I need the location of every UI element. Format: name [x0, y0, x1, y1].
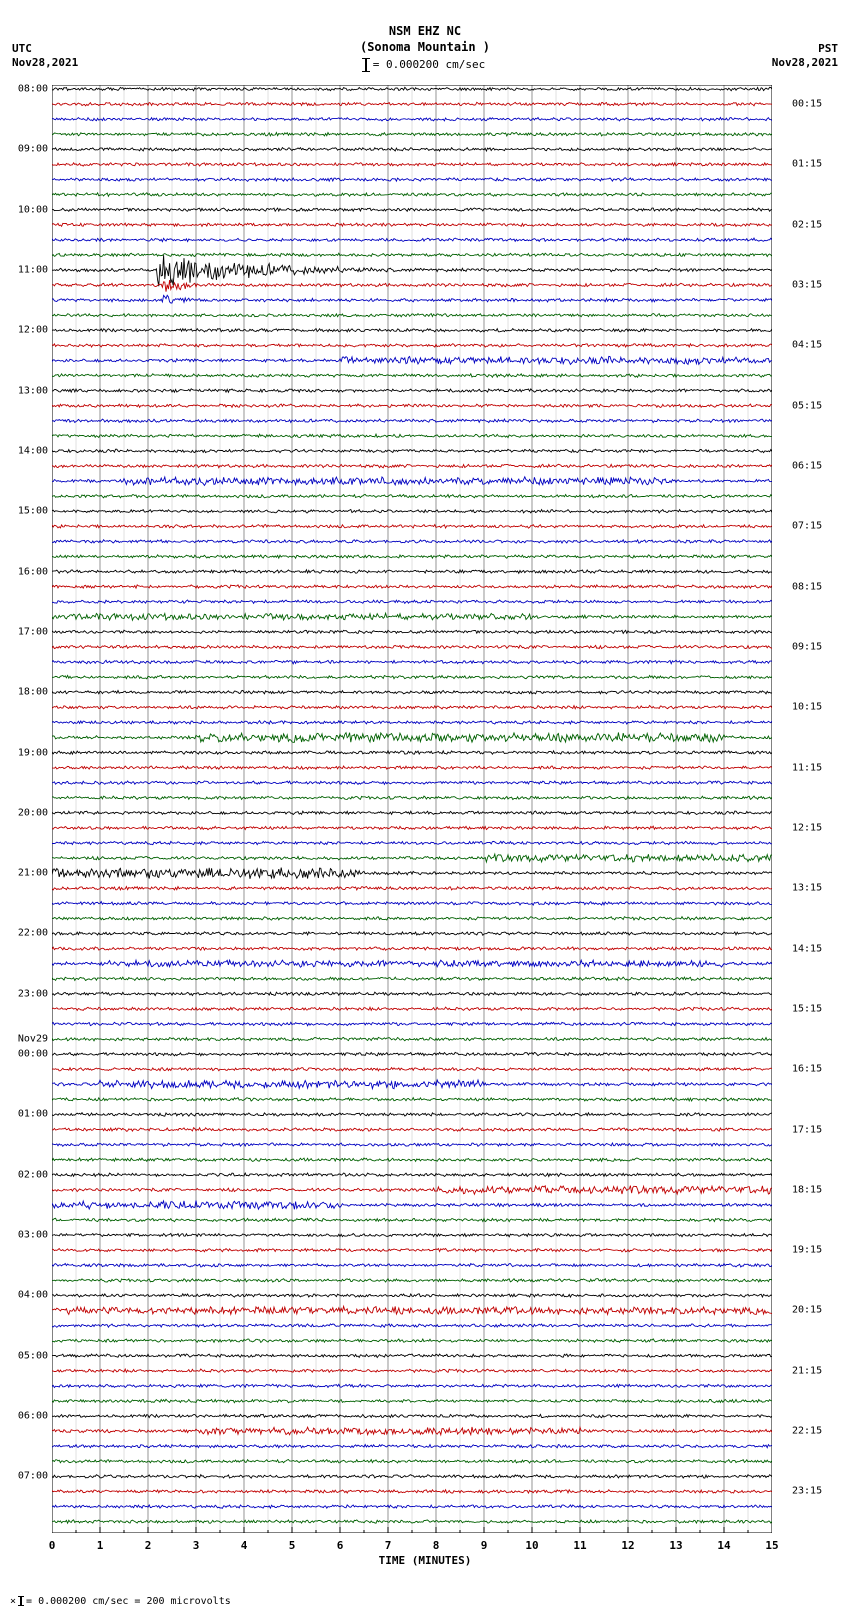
- left-time-label: 22:00: [18, 928, 48, 939]
- x-axis-label: TIME (MINUTES): [0, 1554, 850, 1567]
- right-time-label: 22:15: [792, 1426, 822, 1437]
- x-tick: 2: [145, 1539, 152, 1552]
- x-tick: 5: [289, 1539, 296, 1552]
- left-time-label: 21:00: [18, 868, 48, 879]
- right-time-label: 01:15: [792, 159, 822, 170]
- right-time-label: 15:15: [792, 1003, 822, 1014]
- x-tick: 1: [97, 1539, 104, 1552]
- left-time-label: 23:00: [18, 988, 48, 999]
- left-time-label: 02:00: [18, 1169, 48, 1180]
- x-tick: 6: [337, 1539, 344, 1552]
- scale-bar-icon: [365, 58, 367, 72]
- footer-text: = 0.000200 cm/sec = 200 microvolts: [26, 1596, 231, 1607]
- right-time-label: 08:15: [792, 581, 822, 592]
- right-time-label: 00:15: [792, 99, 822, 110]
- x-tick: 14: [717, 1539, 730, 1552]
- x-tick: 4: [241, 1539, 248, 1552]
- seismogram-svg: [52, 85, 772, 1533]
- right-time-label: 05:15: [792, 400, 822, 411]
- station-subtitle: (Sonoma Mountain ): [0, 40, 850, 54]
- left-time-label: 20:00: [18, 807, 48, 818]
- left-time-label: 01:00: [18, 1109, 48, 1120]
- x-tick: 9: [481, 1539, 488, 1552]
- x-tick-labels: 0123456789101112131415: [52, 1539, 772, 1553]
- seismogram-container: NSM EHZ NC (Sonoma Mountain ) = 0.000200…: [0, 0, 850, 1613]
- x-tick: 12: [621, 1539, 634, 1552]
- left-time-label: 19:00: [18, 747, 48, 758]
- x-tick: 10: [525, 1539, 538, 1552]
- right-time-label: 09:15: [792, 641, 822, 652]
- station-title: NSM EHZ NC: [0, 24, 850, 38]
- right-time-label: 03:15: [792, 280, 822, 291]
- left-time-label: 09:00: [18, 144, 48, 155]
- left-time-label: 12:00: [18, 325, 48, 336]
- right-time-label: 17:15: [792, 1124, 822, 1135]
- left-time-label: 04:00: [18, 1290, 48, 1301]
- right-time-label: 21:15: [792, 1365, 822, 1376]
- left-time-label: 18:00: [18, 687, 48, 698]
- right-time-label: 07:15: [792, 521, 822, 532]
- left-time-label: 00:00: [18, 1049, 48, 1060]
- right-time-label: 23:15: [792, 1486, 822, 1497]
- x-tick: 11: [573, 1539, 586, 1552]
- x-tick: 0: [49, 1539, 56, 1552]
- left-time-label: 16:00: [18, 566, 48, 577]
- right-time-label: 02:15: [792, 219, 822, 230]
- right-time-label: 19:15: [792, 1245, 822, 1256]
- timezone-right: PST: [818, 42, 838, 55]
- left-time-label: 15:00: [18, 506, 48, 517]
- right-time-label: 11:15: [792, 762, 822, 773]
- right-time-label: 18:15: [792, 1184, 822, 1195]
- right-time-label: 16:15: [792, 1064, 822, 1075]
- x-tick: 13: [669, 1539, 682, 1552]
- left-time-label: 17:00: [18, 626, 48, 637]
- footer-bar-icon: [20, 1596, 22, 1606]
- scale-text: = 0.000200 cm/sec: [373, 58, 486, 71]
- timezone-left: UTC: [12, 42, 32, 55]
- scale-indicator: = 0.000200 cm/sec: [0, 58, 850, 72]
- left-time-label: 14:00: [18, 445, 48, 456]
- left-time-label: 08:00: [18, 84, 48, 95]
- left-time-label: 11:00: [18, 264, 48, 275]
- right-time-label: 20:15: [792, 1305, 822, 1316]
- right-time-label: 04:15: [792, 340, 822, 351]
- left-time-labels: 08:00 09:00 10:00 11:00 12:00 13:00 14:00 15:00…: [10, 85, 48, 1533]
- x-tick: 3: [193, 1539, 200, 1552]
- left-time-label: 03:00: [18, 1230, 48, 1241]
- left-time-label: 06:00: [18, 1411, 48, 1422]
- left-time-label: Nov29: [18, 1034, 48, 1045]
- date-left: Nov28,2021: [12, 56, 78, 69]
- x-tick: 8: [433, 1539, 440, 1552]
- footer-scale: ×= 0.000200 cm/sec = 200 microvolts: [10, 1596, 231, 1607]
- left-time-label: 07:00: [18, 1471, 48, 1482]
- left-time-label: 13:00: [18, 385, 48, 396]
- x-tick: 15: [765, 1539, 778, 1552]
- right-time-label: 12:15: [792, 822, 822, 833]
- right-time-label: 10:15: [792, 702, 822, 713]
- right-time-label: 14:15: [792, 943, 822, 954]
- plot-area: [52, 85, 772, 1533]
- left-time-label: 10:00: [18, 204, 48, 215]
- left-time-label: 05:00: [18, 1350, 48, 1361]
- x-tick: 7: [385, 1539, 392, 1552]
- right-time-labels: 00:15 01:15 02:15 03:15 04:15 05:15 06:15 07:15…: [792, 85, 840, 1533]
- date-right: Nov28,2021: [772, 56, 838, 69]
- right-time-label: 13:15: [792, 883, 822, 894]
- right-time-label: 06:15: [792, 461, 822, 472]
